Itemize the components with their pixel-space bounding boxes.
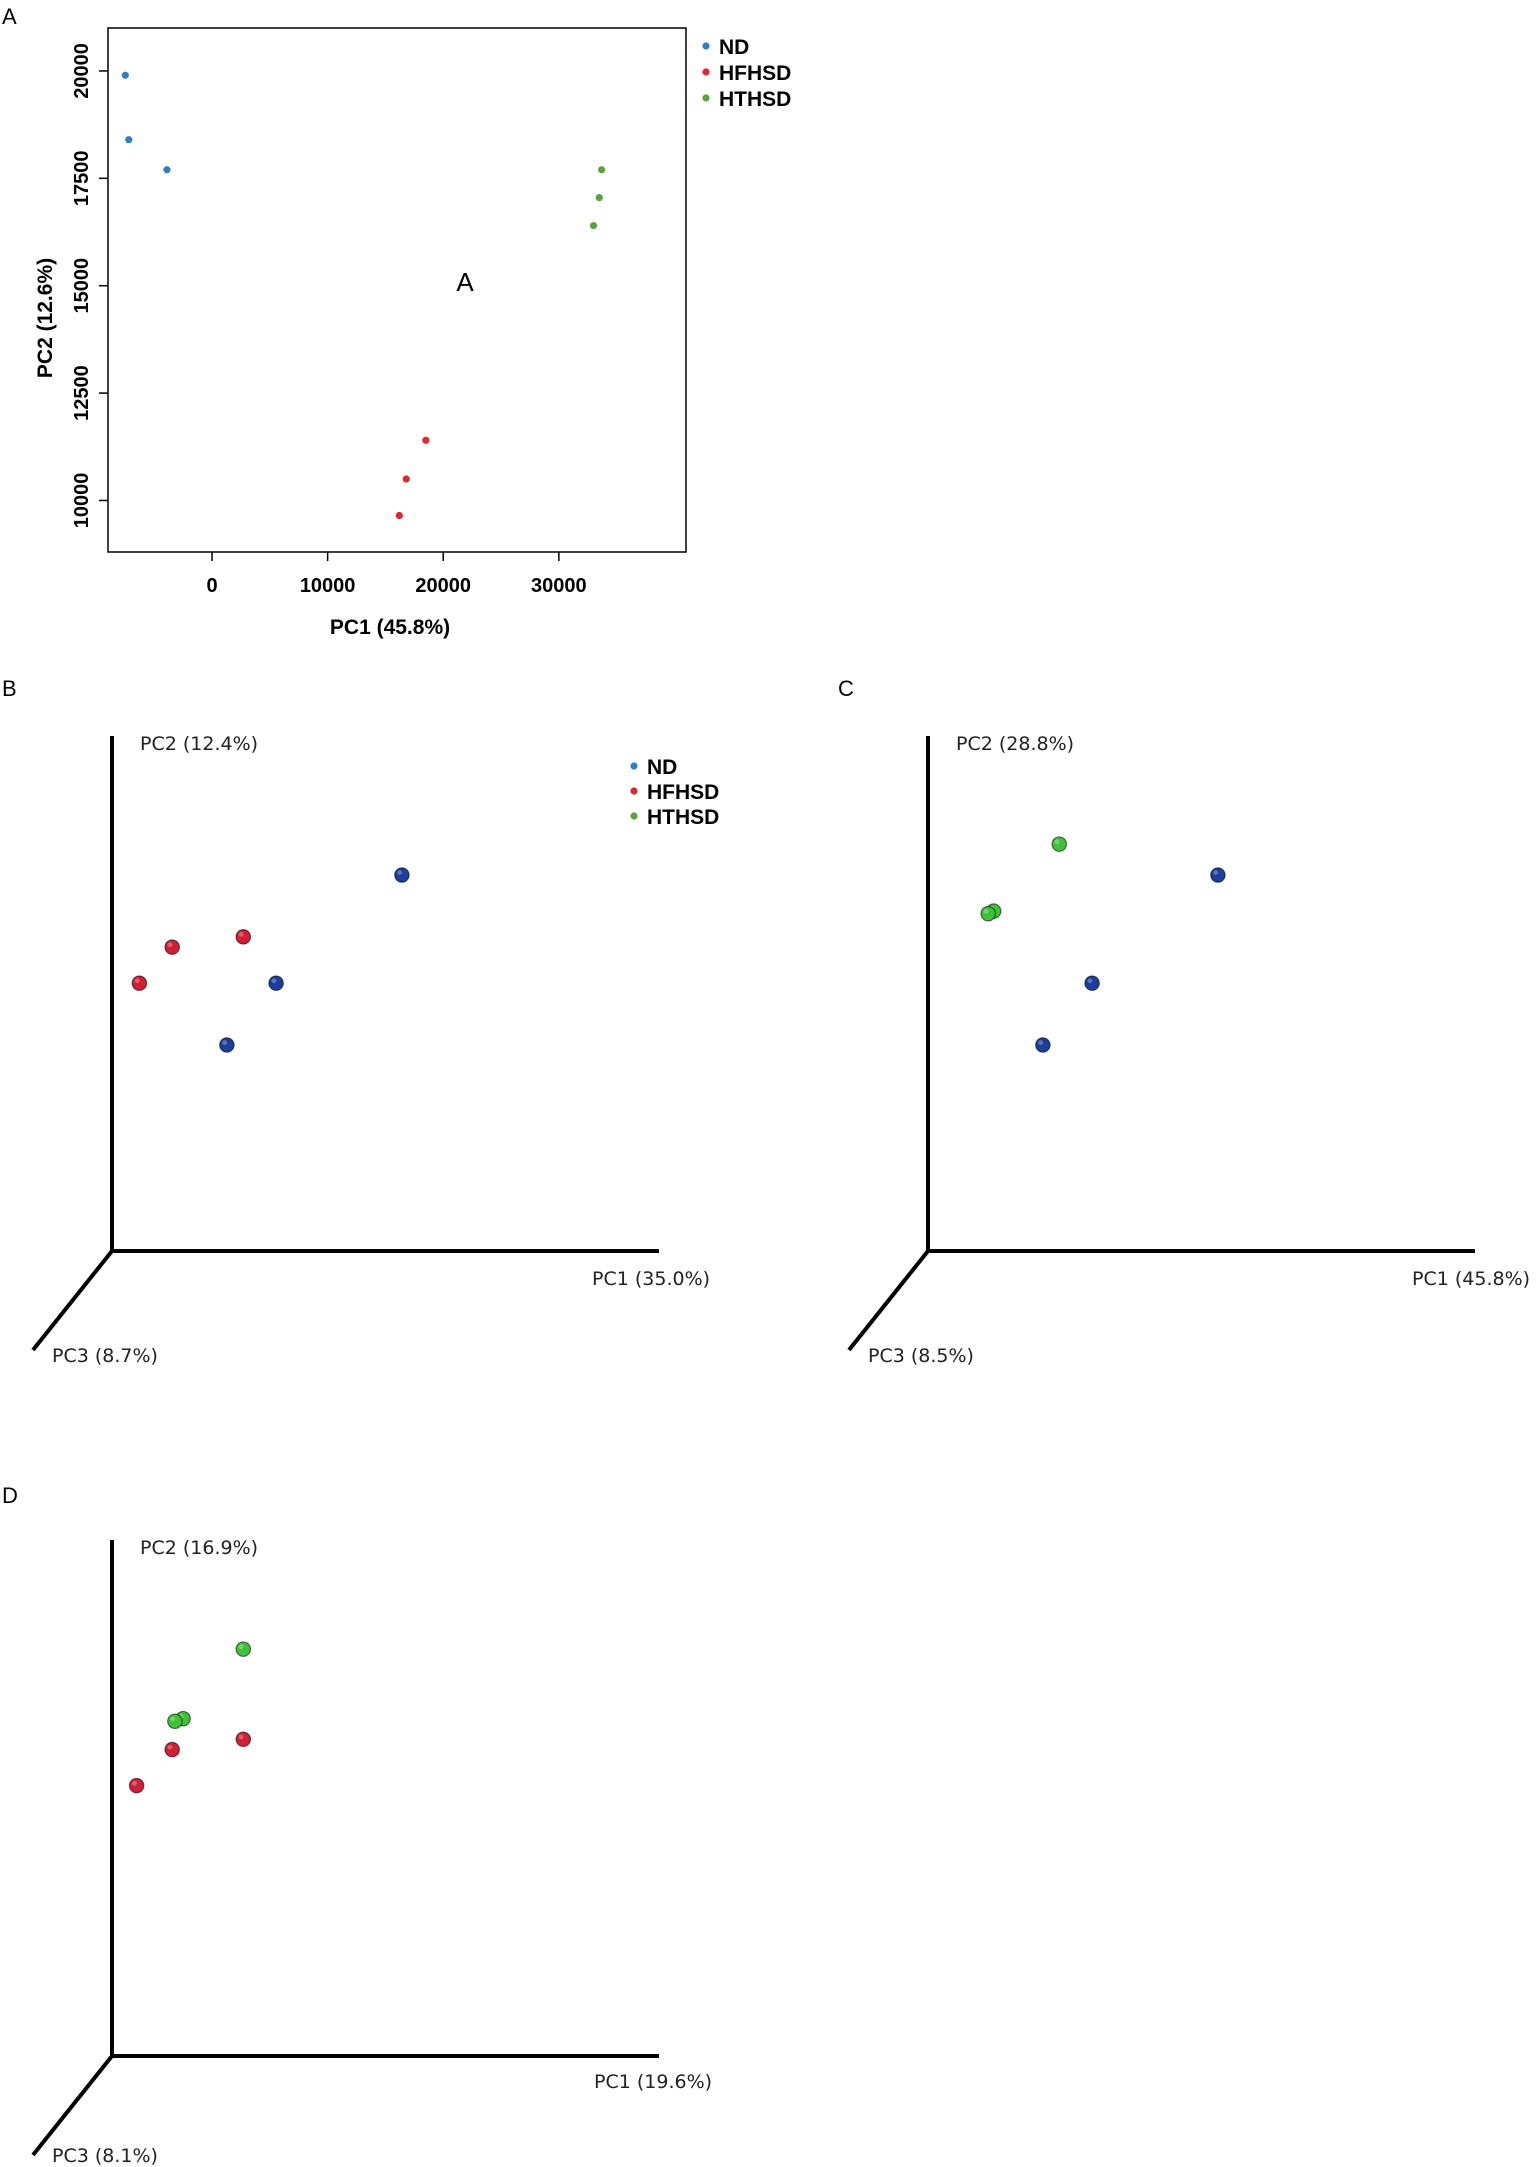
y-tick-label: 12500 [71,365,93,421]
legend-label-hthsd: HTHSD [719,88,791,111]
point-hfhsd [422,436,430,444]
legend-label-hfhsd: HFHSD [719,62,791,85]
y-tick-label: 20000 [71,43,93,99]
point-hfhsd [164,939,180,955]
data-points [980,836,1226,1053]
pc1-label: PC1 (35.0%) [592,1268,710,1290]
pc2-label: PC2 (28.8%) [956,733,1074,755]
point-hthsd [589,221,598,230]
point-nd [1035,1037,1051,1053]
point-nd [163,166,171,174]
point-hfhsd [395,511,403,520]
point-hfhsd [131,975,148,991]
pc2-label: PC2 (16.9%) [140,1537,258,1559]
point-hthsd [235,1641,252,1657]
panel-d-pca3d: PC2 (16.9%) PC1 (19.6%) PC3 (8.1%) [31,1537,712,2167]
legend-marker-hthsd [702,94,710,102]
point-highlight [170,1716,176,1722]
point-highlight [238,1734,244,1740]
panel-label-a: A [2,4,17,29]
legend-marker-hfhsd [630,787,638,795]
panel-label-b: B [2,676,17,701]
pc3-axis-line [31,1249,114,1352]
data-points [128,1641,252,1794]
panel-a-scatter: 0 10000 20000 30000 10000 12500 15000 17500 200… [34,27,791,639]
legend-label-hfhsd: HFHSD [647,781,719,804]
point-hfhsd [128,1777,145,1794]
point-hfhsd [235,929,252,945]
point-highlight [1087,978,1093,984]
pc3-label: PC3 (8.7%) [52,1345,158,1367]
panel-b-pca3d: PC2 (12.4%) PC1 (35.0%) PC3 (8.7%) NDHFH… [31,733,719,1367]
y-tick-label: 17500 [71,151,93,207]
x-tick-label: 0 [206,575,217,597]
point-hthsd [595,194,603,202]
point-highlight [1213,870,1219,876]
point-nd [219,1037,235,1053]
pc1-label: PC1 (19.6%) [594,2071,712,2093]
point-highlight [167,942,173,948]
data-points [131,867,410,1053]
x-axis: 0 10000 20000 30000 [206,552,587,597]
legend-marker-nd [702,42,710,50]
legend-marker-hthsd [630,812,638,820]
point-nd [268,975,284,991]
pc1-label: PC1 (45.8%) [1412,1268,1530,1290]
point-highlight [134,978,140,984]
point-highlight [132,1780,137,1786]
point-nd [394,867,410,883]
point-nd [1210,867,1226,883]
point-highlight [271,978,277,984]
axes-3d [847,736,1475,1352]
point-hthsd [1051,836,1068,852]
point-hfhsd [235,1731,252,1748]
point-hthsd [167,1713,183,1730]
point-nd [121,71,129,79]
panel-label-d: D [2,1483,18,1508]
point-hfhsd [402,475,410,483]
pc3-axis-line [847,1249,930,1352]
point-nd [1084,975,1100,991]
point-hthsd [598,166,606,174]
point-highlight [222,1040,228,1045]
legend-label-nd: ND [647,756,677,779]
pc2-label: PC2 (12.4%) [140,733,258,755]
point-nd [125,136,133,144]
y-tick-label: 10000 [71,473,93,529]
legend-marker-hfhsd [702,68,710,76]
panel-c-pca3d: PC2 (28.8%) PC1 (45.8%) PC3 (8.5%) [847,733,1530,1367]
y-axis: 10000 12500 15000 17500 20000 [71,43,108,528]
y-tick-label: 15000 [71,258,93,314]
pc3-axis-line [31,2054,114,2157]
panel-label-c: C [838,676,854,701]
pc3-label: PC3 (8.1%) [52,2145,158,2167]
x-axis-label: PC1 (45.8%) [330,616,450,639]
y-axis-label: PC2 (12.6%) [34,258,57,378]
x-tick-label: 30000 [531,575,587,597]
x-tick-label: 10000 [300,575,356,597]
legend: ND HFHSD HTHSD [702,36,791,111]
axes-3d [31,1540,659,2157]
pc3-label: PC3 (8.5%) [868,1345,974,1367]
point-highlight [238,932,244,937]
point-highlight [1038,1040,1044,1045]
point-highlight [1054,839,1060,845]
plot-annotation: A [456,267,474,297]
point-highlight [238,1644,244,1650]
legend-marker-nd [630,762,638,770]
axes-3d [31,736,659,1352]
point-hfhsd [164,1741,180,1758]
point-hthsd [980,905,996,922]
point-highlight [167,1744,173,1750]
point-highlight [397,870,403,876]
x-tick-label: 20000 [415,575,471,597]
plot-frame [107,27,687,553]
point-highlight [983,908,989,914]
data-points [121,71,606,520]
legend-label-hthsd: HTHSD [647,806,719,829]
legend-label-nd: ND [719,36,749,59]
